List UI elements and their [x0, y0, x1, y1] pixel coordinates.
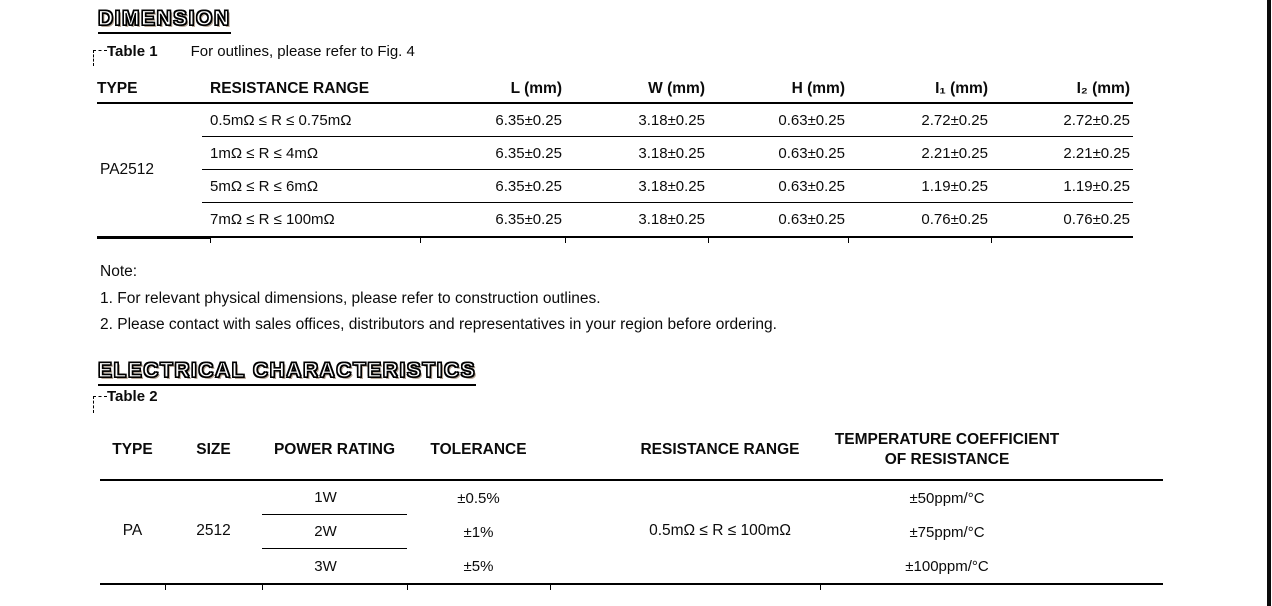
electrical-table-header: TYPE SIZE POWER RATING TOLERANCE RESISTA…	[100, 421, 1163, 479]
cell-l: 6.35±0.25	[495, 145, 562, 162]
cell-i1: 2.21±0.25	[921, 145, 988, 162]
cell-tcr: ±50ppm/°C	[909, 489, 985, 507]
dimension-table: TYPE RESISTANCE RANGE L (mm) W (mm) H (m…	[97, 76, 1133, 243]
cell-i2: 2.21±0.25	[1063, 145, 1130, 162]
th-resistance-range: RESISTANCE RANGE	[210, 80, 370, 97]
table1-label: Table 1	[107, 43, 158, 60]
table1-caption: Table 1 For outlines, please refer to Fi…	[107, 43, 415, 60]
cell-w: 3.18±0.25	[638, 112, 705, 129]
table2-caption: Table 2	[107, 388, 158, 405]
cell-i2: 2.72±0.25	[1063, 112, 1130, 129]
th-temperature-coefficient: TEMPERATURE COEFFICIENT OF RESISTANCE	[834, 431, 1060, 468]
header-double-rule	[97, 102, 1133, 104]
th-type: TYPE	[112, 441, 153, 458]
cell-i2: 1.19±0.25	[1063, 178, 1130, 195]
cell-power: 3W	[314, 557, 337, 575]
th-w-mm: W (mm)	[648, 80, 705, 97]
note-block: Note: 1. For relevant physical dimension…	[100, 259, 777, 339]
column-tick	[820, 585, 821, 590]
cell-tolerance: ±0.5%	[457, 489, 500, 507]
th-i1-mm: I₁ (mm)	[935, 80, 988, 97]
column-tick	[708, 238, 709, 243]
cell-tcr: ±100ppm/°C	[905, 557, 989, 575]
cell-h: 0.63±0.25	[778, 112, 845, 129]
note-title: Note:	[100, 263, 138, 280]
th-tolerance: TOLERANCE	[430, 441, 527, 458]
note-item: 2. Please contact with sales offices, di…	[100, 316, 777, 333]
electrical-table-body: PA 2512 0.5mΩ ≤ R ≤ 100mΩ 1W ±0.5% ±50pp…	[100, 481, 1163, 583]
cell-power: 2W	[262, 515, 407, 549]
column-tick	[420, 238, 421, 243]
cell-tcr: ±75ppm/°C	[909, 523, 985, 541]
caption-leader-mark	[93, 396, 107, 413]
column-tick	[210, 238, 211, 243]
table-row: 0.5mΩ ≤ R ≤ 0.75mΩ 6.35±0.25 3.18±0.25 0…	[97, 104, 1133, 137]
th-i2-mm: I₂ (mm)	[1076, 80, 1130, 97]
table-row: 1W ±0.5% ±50ppm/°C	[100, 481, 1163, 515]
column-tick	[565, 238, 566, 243]
electrical-table: TYPE SIZE POWER RATING TOLERANCE RESISTA…	[100, 421, 1163, 590]
table2-label: Table 2	[107, 388, 158, 405]
table-row: 1mΩ ≤ R ≤ 4mΩ 6.35±0.25 3.18±0.25 0.63±0…	[97, 137, 1133, 170]
cell-l: 6.35±0.25	[495, 112, 562, 129]
cell-range: 1mΩ ≤ R ≤ 4mΩ	[210, 145, 319, 162]
column-tick	[407, 585, 408, 590]
cell-l: 6.35±0.25	[495, 178, 562, 195]
caption-leader-mark	[93, 50, 107, 66]
size-value-merged-cell: 2512	[196, 522, 231, 539]
column-tick	[991, 238, 992, 243]
cell-i2: 0.76±0.25	[1063, 211, 1130, 228]
column-tick	[848, 238, 849, 243]
th-power-rating: POWER RATING	[273, 441, 396, 458]
cell-h: 0.63±0.25	[778, 145, 845, 162]
column-tick	[165, 585, 166, 590]
cell-i1: 1.19±0.25	[921, 178, 988, 195]
th-h-mm: H (mm)	[791, 80, 845, 97]
cell-range: 0.5mΩ ≤ R ≤ 0.75mΩ	[210, 112, 352, 129]
table1-caption-text: For outlines, please refer to Fig. 4	[190, 43, 415, 60]
table-bottom-rule	[100, 583, 1163, 590]
dimension-table-header: TYPE RESISTANCE RANGE L (mm) W (mm) H (m…	[97, 76, 1133, 102]
cell-tolerance: ±1%	[463, 523, 494, 541]
cell-w: 3.18±0.25	[638, 178, 705, 195]
section-title-electrical: ELECTRICAL CHARACTERISTICS	[97, 358, 477, 386]
cell-i1: 2.72±0.25	[921, 112, 988, 129]
table-row: 5mΩ ≤ R ≤ 6mΩ 6.35±0.25 3.18±0.25 0.63±0…	[97, 170, 1133, 203]
resistance-range-merged-cell: 0.5mΩ ≤ R ≤ 100mΩ	[649, 522, 791, 539]
header-double-rule	[100, 479, 1163, 481]
th-size: SIZE	[196, 441, 231, 458]
table-row: 2W ±1% ±75ppm/°C	[100, 515, 1163, 549]
th-l-mm: L (mm)	[510, 80, 562, 97]
note-item: 1. For relevant physical dimensions, ple…	[100, 289, 601, 307]
table-row: 3W ±5% ±100ppm/°C	[100, 549, 1163, 583]
cell-w: 3.18±0.25	[638, 145, 705, 162]
cell-power: 1W	[262, 481, 407, 515]
cell-range: 7mΩ ≤ R ≤ 100mΩ	[210, 211, 335, 228]
cell-w: 3.18±0.25	[638, 211, 705, 228]
section-title-dimension: DIMENSION	[97, 6, 231, 34]
column-tick	[262, 585, 263, 590]
type-value-merged-cell: PA2512	[100, 161, 155, 178]
table-row: 7mΩ ≤ R ≤ 100mΩ 6.35±0.25 3.18±0.25 0.63…	[97, 203, 1133, 236]
cell-i1: 0.76±0.25	[921, 211, 988, 228]
cell-range: 5mΩ ≤ R ≤ 6mΩ	[210, 178, 319, 195]
page-edge-line	[1267, 0, 1271, 606]
th-type: TYPE	[97, 80, 138, 97]
type-value-merged-cell: PA	[122, 522, 143, 539]
cell-h: 0.63±0.25	[778, 178, 845, 195]
dimension-table-body: PA2512 0.5mΩ ≤ R ≤ 0.75mΩ 6.35±0.25 3.18…	[97, 104, 1133, 236]
cell-h: 0.63±0.25	[778, 211, 845, 228]
th-resistance-range: RESISTANCE RANGE	[640, 441, 800, 458]
table-bottom-rule	[97, 236, 1133, 243]
cell-l: 6.35±0.25	[495, 211, 562, 228]
column-tick	[550, 585, 551, 590]
cell-tolerance: ±5%	[463, 557, 494, 575]
